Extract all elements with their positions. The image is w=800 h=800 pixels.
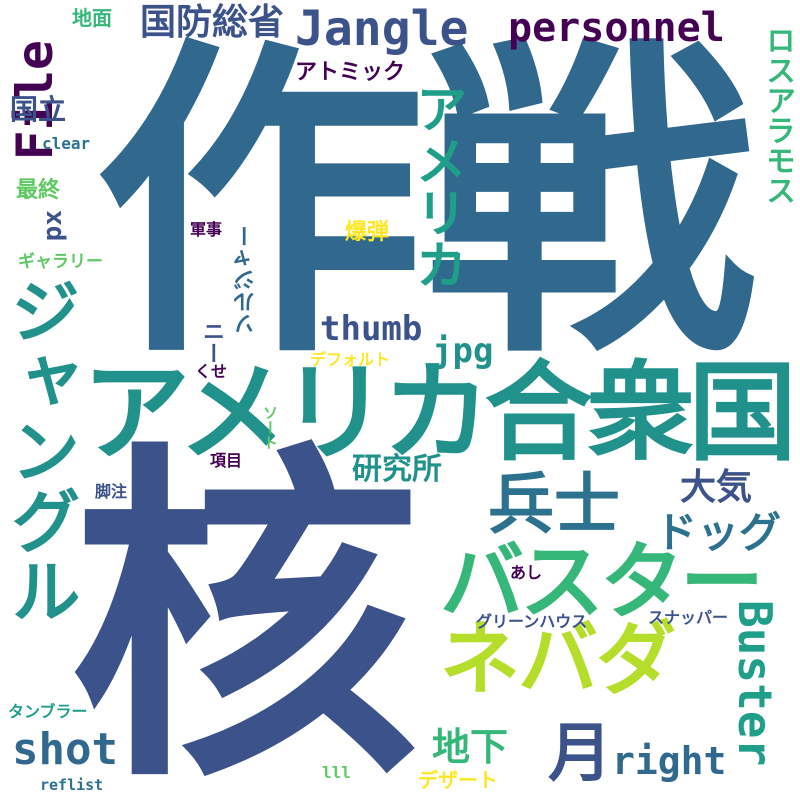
word-saishu: 最終 bbox=[16, 178, 61, 203]
word-kyakuchu: 脚注 bbox=[95, 482, 128, 501]
word-dog: ドッグ bbox=[655, 508, 782, 557]
word-ashi: あし bbox=[510, 563, 543, 582]
word-atomic: アトミック bbox=[295, 60, 406, 85]
word-jangle-jp: ジャングル bbox=[0, 275, 81, 625]
word-soldier: ソルジャー bbox=[234, 225, 259, 335]
word-gunji: 軍事 bbox=[190, 220, 223, 239]
word-america-gasshukoku: アメリカ合衆国 bbox=[82, 351, 797, 476]
word-clear: clear bbox=[42, 134, 91, 153]
word-jangle: Jangle bbox=[295, 1, 469, 57]
word-losalamos: ロスアラモス bbox=[760, 25, 795, 205]
word-snapper: スナッパー bbox=[648, 608, 729, 627]
word-nii: ニー bbox=[199, 320, 224, 364]
word-gallery: ギャラリー bbox=[18, 252, 103, 272]
word-tsuki: 月 bbox=[548, 717, 612, 791]
word-buster-jp: バスター bbox=[440, 533, 764, 631]
word-taiki: 大気 bbox=[680, 467, 753, 508]
word-right: right bbox=[612, 739, 727, 783]
word-shot: shot bbox=[12, 724, 118, 775]
word-nevada: ネバダ bbox=[440, 613, 676, 706]
word-personnel: personnel bbox=[508, 5, 725, 51]
word-sort: ソート bbox=[261, 405, 279, 450]
word-default: デフォルト bbox=[310, 350, 391, 369]
word-kokubou: 国防総省 bbox=[140, 2, 285, 43]
word-dessert: デザート bbox=[418, 768, 498, 792]
word-jpg: jpg bbox=[432, 331, 494, 371]
word-chika: 地下 bbox=[432, 725, 509, 769]
word-buster: Buster bbox=[728, 600, 782, 767]
word-kenkyujo: 研究所 bbox=[352, 452, 442, 487]
word-sakusen: 作戦 bbox=[95, 13, 755, 397]
word-px: px bbox=[38, 210, 68, 242]
word-jimen: 地面 bbox=[72, 6, 112, 30]
word-kaku: 核 bbox=[70, 416, 420, 800]
word-kokuritsu: 国立 bbox=[10, 93, 67, 126]
word-lll: lll bbox=[322, 763, 351, 782]
word-america: アメリカ bbox=[406, 82, 466, 290]
word-tumbler: タンブラー bbox=[8, 702, 88, 721]
word-kuse: くせ bbox=[195, 362, 228, 381]
word-bakudan: 爆弾 bbox=[345, 220, 390, 245]
word-greenhouse: グリーンハウス bbox=[476, 612, 588, 631]
word-reflist: reflist bbox=[40, 776, 104, 794]
word-thumb: thumb bbox=[320, 309, 423, 349]
word-koumoku: 項目 bbox=[210, 451, 243, 470]
word-heishi: 兵士 bbox=[488, 466, 620, 543]
